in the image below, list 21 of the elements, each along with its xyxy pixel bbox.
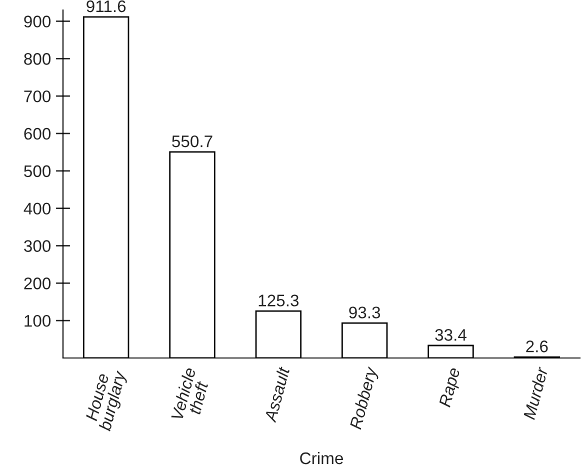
data-label: 33.4 [435,329,466,341]
x-tick-label: Assault [264,366,290,424]
y-tick-label: 400 [24,202,51,215]
y-tick-label: 900 [24,16,51,28]
y-tick-label: 800 [24,53,51,65]
data-label: 2.6 [526,340,548,352]
data-label: 93.3 [349,306,380,318]
x-tick-label: Rape [438,367,464,408]
data-label: 550.7 [172,135,212,148]
x-tick-label: House burglary [86,370,130,432]
y-tick-label: 300 [24,240,51,252]
y-tick-label: 100 [24,314,51,327]
y-tick-label: 200 [24,278,51,290]
x-tick-label: Murder [522,366,548,420]
y-tick-label: 700 [24,90,51,102]
y-tick-label: 600 [24,128,51,140]
data-label: 911.6 [86,0,126,12]
y-tick-label: 500 [24,165,51,178]
x-axis-title: Crime [300,452,343,464]
data-label: 125.3 [258,294,299,306]
x-tick-label: Vehicle theft [170,366,208,420]
